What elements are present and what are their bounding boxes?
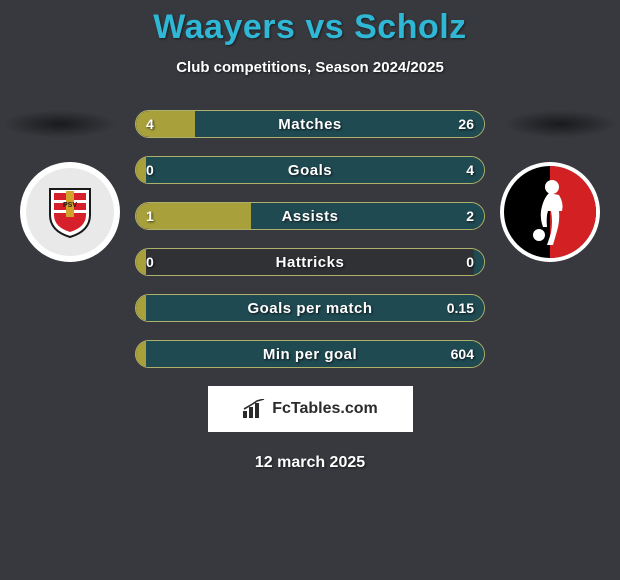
bar-row: Goals0 4 — [135, 156, 485, 184]
bar-label: Goals per match — [136, 295, 484, 321]
svg-text:PSV: PSV — [63, 202, 77, 209]
fctables-chart-icon — [242, 399, 266, 419]
footer-date: 12 march 2025 — [0, 454, 620, 472]
club-logo-left: PSV — [20, 162, 120, 262]
bar-label: Matches — [136, 111, 484, 137]
bar-row: Goals per match0.15 — [135, 294, 485, 322]
bar-value-right: 2 — [466, 203, 474, 229]
shadow-ellipse-right — [503, 110, 618, 138]
bar-value-right: 26 — [458, 111, 474, 137]
club-logo-right — [500, 162, 600, 262]
bar-label: Goals — [136, 157, 484, 183]
bar-value-right: 0.15 — [447, 295, 474, 321]
footer-brand-badge: FcTables.com — [208, 386, 413, 432]
bar-row: Assists1 2 — [135, 202, 485, 230]
silhouette-logo — [504, 166, 596, 258]
bar-label: Assists — [136, 203, 484, 229]
bar-value-right: 4 — [466, 157, 474, 183]
bar-row: Min per goal604 — [135, 340, 485, 368]
shadow-ellipse-left — [2, 110, 117, 138]
bar-value-left: 0 — [146, 157, 154, 183]
bar-row: Matches4 26 — [135, 110, 485, 138]
bar-value-left: 0 — [146, 249, 154, 275]
bar-label: Hattricks — [136, 249, 484, 275]
bar-value-right: 604 — [451, 341, 474, 367]
footer-brand-text: FcTables.com — [272, 400, 378, 418]
page-subtitle: Club competitions, Season 2024/2025 — [0, 59, 620, 76]
bar-value-left: 1 — [146, 203, 154, 229]
player-silhouette-icon — [529, 177, 571, 247]
page-title: Waayers vs Scholz — [0, 0, 620, 47]
comparison-bars: Matches426Goals04Assists12Hattricks00Goa… — [135, 108, 485, 368]
bar-value-right: 0 — [466, 249, 474, 275]
bar-value-left: 4 — [146, 111, 154, 137]
bar-row: Hattricks0 0 — [135, 248, 485, 276]
psv-logo: PSV — [26, 168, 114, 256]
psv-shield-icon: PSV — [46, 185, 94, 239]
bar-label: Min per goal — [136, 341, 484, 367]
comparison-content: PSV Matches426Goals04Assists12Hattricks0… — [0, 108, 620, 368]
